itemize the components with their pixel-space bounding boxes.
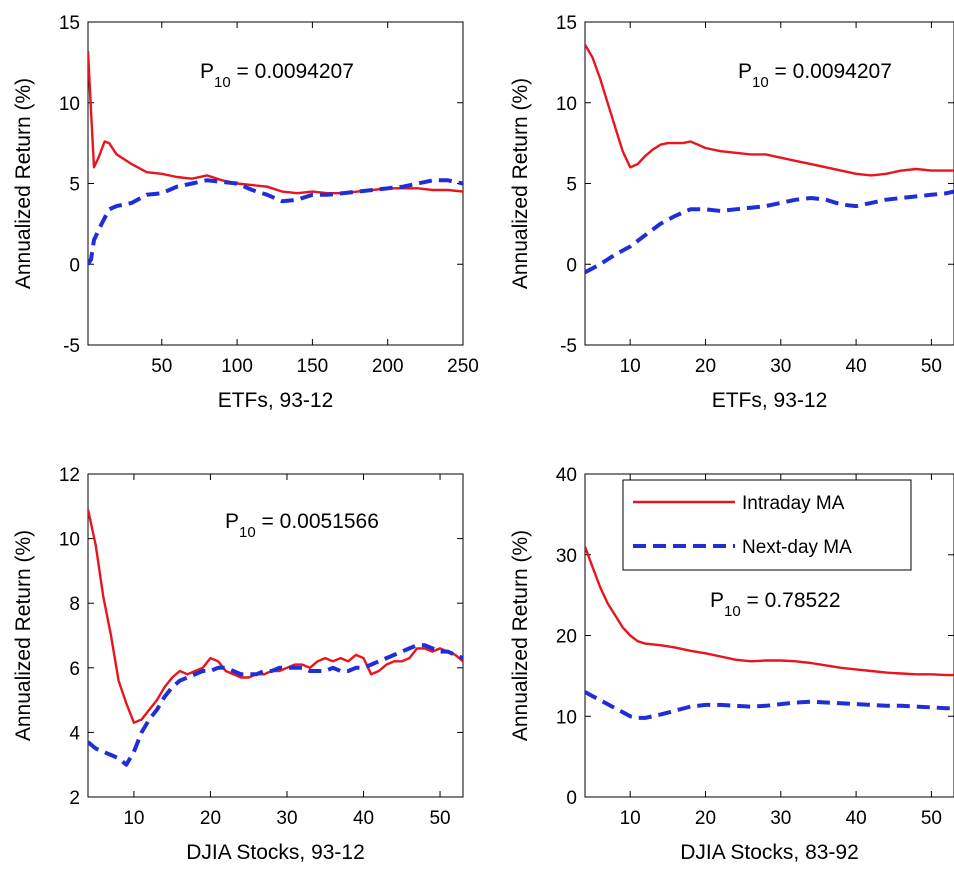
x-tick-label: 40 (846, 356, 867, 377)
p10-symbol: P (738, 60, 752, 83)
y-axis-label: Annualized Return (%) (12, 78, 35, 289)
plot-area-frame (87, 21, 464, 346)
x-tick-label: 200 (372, 356, 404, 377)
x-tick-label: 40 (846, 808, 867, 829)
p10-annotation: P10 = 0.0051566 (225, 510, 379, 541)
y-tick-label: 0 (69, 255, 80, 276)
y-tick-label: 0 (566, 255, 577, 276)
x-tick-label: 50 (921, 356, 942, 377)
y-tick-label: 8 (69, 594, 80, 615)
p10-annotation: P10 = 0.78522 (710, 589, 841, 620)
intraday-ma-series-line (585, 43, 954, 177)
y-tick-label: 6 (69, 659, 80, 680)
subplot-4: 10 20 30 40 50 0 10 20 30 40 DJIA Stocks, 83-92 Ann… (509, 465, 954, 864)
y-tick-label: 15 (59, 13, 80, 34)
x-tick-label: 10 (123, 808, 144, 829)
intraday-ma-series-line (585, 546, 954, 677)
legend-box (622, 479, 912, 571)
y-tick-label: 40 (556, 465, 577, 486)
y-tick-label: 0 (566, 788, 577, 809)
legend-label: Next-day MA (742, 537, 852, 558)
x-tick-label: 30 (770, 356, 791, 377)
x-tick-label: 30 (770, 808, 791, 829)
next-day-ma-series-line (88, 178, 463, 266)
x-tick-label: 100 (221, 356, 253, 377)
x-tick-label: 20 (695, 808, 716, 829)
x-tick-label: 50 (429, 808, 450, 829)
y-tick-label: 5 (566, 175, 577, 196)
p10-symbol: P (225, 510, 239, 533)
x-tick-label: 150 (297, 356, 329, 377)
subplot-1: 50 100 150 200 250 -5 0 5 10 15 ETFs, 93-12 Annuali… (12, 13, 479, 412)
plot-area-frame (584, 21, 954, 346)
subplot-3: 10 20 30 40 50 2 4 6 8 10 12 DJIA Stocks, 93-12 Annu… (12, 465, 464, 864)
p10-annotation: P10 = 0.0094207 (738, 60, 892, 91)
y-tick-label: -5 (560, 336, 577, 357)
y-tick-label: 5 (69, 175, 80, 196)
x-axis-label: DJIA Stocks, 83-92 (680, 841, 859, 864)
x-tick-label: 10 (620, 808, 641, 829)
y-tick-label: 12 (59, 465, 80, 486)
subplot-2: 10 20 30 40 50 -5 0 5 10 15 ETFs, 93-12 Annualized … (509, 13, 954, 412)
y-tick-label: -5 (63, 336, 80, 357)
p10-subscript: 10 (752, 74, 769, 91)
x-tick-label: 250 (447, 356, 479, 377)
p10-subscript: 10 (724, 603, 741, 620)
p10-value: = 0.0094207 (231, 60, 354, 83)
y-tick-label: 10 (59, 530, 80, 551)
x-tick-label: 50 (151, 356, 172, 377)
x-tick-label: 40 (353, 808, 374, 829)
y-tick-label: 15 (556, 13, 577, 34)
p10-annotation: P10 = 0.0094207 (200, 60, 354, 91)
x-tick-label: 10 (620, 356, 641, 377)
legend-label: Intraday MA (742, 493, 845, 514)
plot-area-frame (87, 473, 464, 798)
x-axis-label: DJIA Stocks, 93-12 (186, 841, 365, 864)
x-tick-label: 20 (695, 356, 716, 377)
y-axis-label: Annualized Return (%) (509, 78, 532, 289)
y-tick-label: 20 (556, 627, 577, 648)
y-tick-label: 10 (556, 707, 577, 728)
x-axis-label: ETFs, 93-12 (712, 389, 828, 412)
y-tick-label: 4 (69, 723, 80, 744)
y-tick-label: 10 (556, 94, 577, 115)
x-tick-label: 30 (276, 808, 297, 829)
y-tick-label: 2 (69, 788, 80, 809)
y-axis-label: Annualized Return (%) (12, 530, 35, 741)
p10-subscript: 10 (214, 74, 231, 91)
y-tick-label: 30 (556, 546, 577, 567)
p10-value: = 0.78522 (741, 589, 841, 612)
next-day-ma-series-line (585, 189, 954, 275)
x-tick-label: 20 (200, 808, 221, 829)
p10-symbol: P (710, 589, 724, 612)
next-day-ma-series-line (88, 643, 463, 767)
p10-subscript: 10 (239, 524, 256, 541)
p10-value: = 0.0051566 (256, 510, 379, 533)
p10-symbol: P (200, 60, 214, 83)
x-tick-label: 50 (921, 808, 942, 829)
p10-value: = 0.0094207 (769, 60, 892, 83)
next-day-ma-series-line (585, 690, 954, 720)
y-tick-label: 10 (59, 94, 80, 115)
y-axis-label: Annualized Return (%) (509, 530, 532, 741)
x-axis-label: ETFs, 93-12 (218, 389, 334, 412)
legend: Intraday MA Next-day MA (622, 479, 912, 571)
